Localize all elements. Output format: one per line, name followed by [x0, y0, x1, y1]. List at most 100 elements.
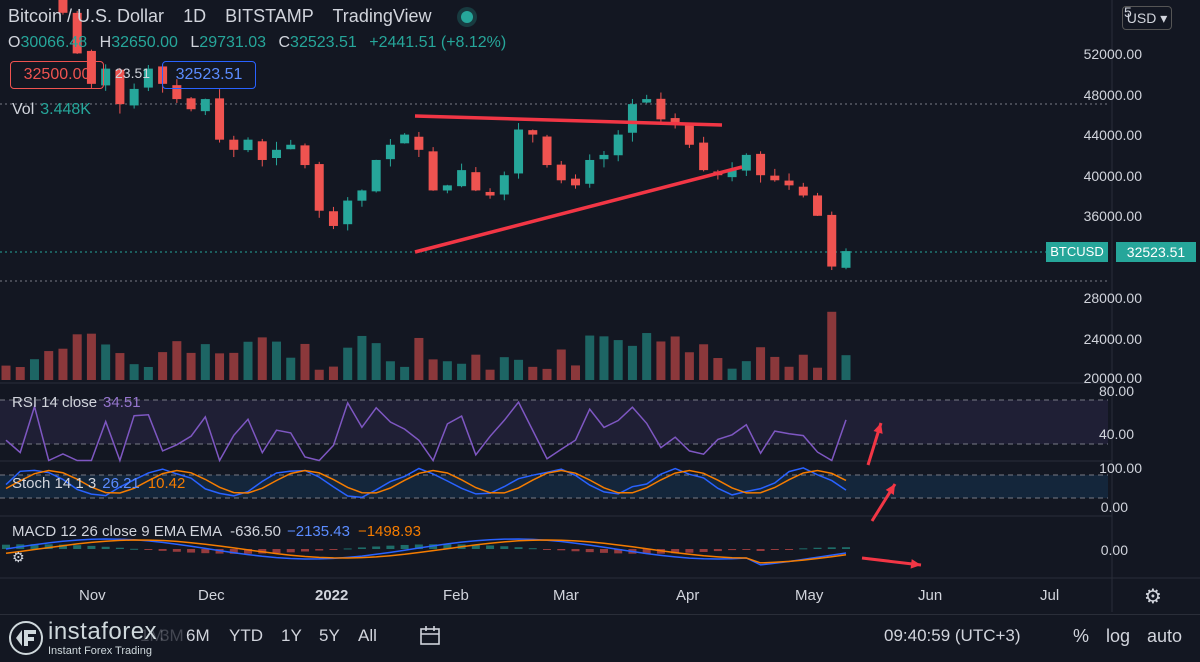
- volume-bar: [86, 333, 96, 380]
- buy-button[interactable]: 32523.51: [162, 61, 256, 89]
- time-axis-settings-icon[interactable]: ⚙: [1144, 586, 1162, 608]
- range-3m[interactable]: 3M: [160, 626, 184, 645]
- open-label: O: [8, 34, 21, 51]
- macd-histogram-bar: [115, 547, 124, 549]
- sell-button[interactable]: 32500.00: [10, 61, 104, 89]
- macd-histogram-bar: [842, 547, 850, 549]
- volume-bar: [215, 353, 225, 380]
- volume-bar: [143, 366, 153, 380]
- macd-histogram-bar: [414, 544, 423, 549]
- volume-bar: [400, 366, 410, 380]
- price-label-52000: 52000.00: [1083, 46, 1142, 62]
- volume-bar: [314, 369, 324, 380]
- candle-body: [841, 251, 851, 268]
- candle-body: [528, 130, 538, 135]
- rsi-axis-40: 40.00: [1098, 426, 1134, 442]
- macd-histogram-bar: [130, 548, 139, 550]
- macd-histogram-bar: [699, 549, 708, 552]
- instaforex-logo: instaforex Instant Forex Trading: [8, 618, 178, 660]
- date-range-icon[interactable]: [419, 625, 441, 652]
- range-all[interactable]: All: [358, 626, 377, 645]
- candle-body: [371, 159, 381, 192]
- macd-histogram-bar: [443, 544, 452, 549]
- candle-body: [186, 98, 196, 110]
- macd-histogram-bar: [101, 546, 110, 549]
- macd-histogram-bar: [44, 544, 53, 549]
- volume-bar: [72, 334, 82, 380]
- volume-bar: [243, 341, 253, 380]
- volume-bar: [813, 367, 823, 380]
- volume-bar: [514, 359, 524, 380]
- platform-label: TradingView: [332, 6, 432, 26]
- volume-bar: [499, 357, 509, 380]
- volume-bar: [414, 337, 424, 380]
- interval-label[interactable]: 1D: [183, 6, 207, 26]
- macd-histogram-bar: [742, 549, 751, 550]
- time-label-2022: 2022: [315, 587, 349, 604]
- currency-selector[interactable]: USD ▾: [1122, 6, 1172, 30]
- macd-legend[interactable]: MACD 12 26 close 9 EMA EMA -636.50 −2135.4…: [12, 523, 421, 540]
- candle-body: [357, 190, 367, 201]
- candle-body: [215, 98, 225, 140]
- candle-body: [428, 151, 438, 191]
- volume-bar: [471, 354, 481, 380]
- macd-histogram-bar: [785, 549, 794, 550]
- macd-axis-0: 0.00: [1100, 542, 1128, 558]
- candle-body: [200, 99, 210, 112]
- candle-body: [741, 154, 751, 171]
- rsi-label: RSI 14 close: [12, 394, 98, 411]
- macd-histogram-bar: [357, 547, 366, 549]
- macd-histogram-bar: [58, 544, 67, 549]
- macd-histogram-bar: [528, 548, 537, 550]
- symbol-title[interactable]: Bitcoin / U.S. Dollar: [8, 6, 165, 26]
- candle-body: [300, 145, 310, 166]
- stoch-legend[interactable]: Stoch 14 1 3 26.21 10.42: [12, 475, 185, 492]
- macd-histogram-bar: [73, 545, 82, 549]
- close-value: 32523.51: [290, 34, 357, 51]
- macd-histogram-bar: [329, 549, 338, 550]
- candle-body: [115, 69, 125, 105]
- candle-body: [784, 180, 794, 186]
- volume-bar: [129, 364, 139, 380]
- range-5y[interactable]: 5Y: [319, 626, 340, 645]
- volume-bar: [58, 348, 68, 380]
- volume-bar: [158, 352, 168, 380]
- volume-bar: [684, 352, 694, 380]
- auto-scale-toggle[interactable]: auto: [1147, 626, 1183, 646]
- macd-histogram-bar: [557, 549, 566, 551]
- log-scale-toggle[interactable]: log: [1106, 626, 1131, 646]
- macd-histogram-bar: [827, 547, 836, 549]
- percent-scale-toggle[interactable]: %: [1073, 626, 1090, 646]
- macd-histogram-bar: [685, 549, 694, 553]
- volume-bar: [272, 341, 282, 380]
- macd-label: MACD 12 26 close 9 EMA EMA: [12, 523, 223, 540]
- rsi-legend[interactable]: RSI 14 close 34.51: [12, 394, 141, 411]
- price-axis-top-partial: 5: [1124, 4, 1132, 20]
- volume-bar: [827, 311, 837, 380]
- range-1m[interactable]: 1M: [140, 626, 164, 645]
- macd-histogram-bar: [386, 545, 395, 549]
- candle-body: [485, 191, 495, 196]
- candle-body: [343, 200, 353, 225]
- clock-timezone[interactable]: 09:40:59 (UTC+3): [884, 626, 1021, 645]
- current-symbol-tag: BTCUSD: [1046, 242, 1108, 262]
- candle-body: [414, 136, 424, 150]
- candle-body: [570, 178, 580, 186]
- candle-body: [684, 123, 694, 145]
- range-6m[interactable]: 6M: [186, 626, 210, 645]
- macd-histogram-bar: [486, 545, 495, 549]
- settings-icon[interactable]: ⚙: [12, 549, 25, 565]
- candle-body: [229, 139, 239, 150]
- macd-histogram-bar: [244, 549, 253, 554]
- macd-histogram-bar: [642, 549, 651, 554]
- time-label-jul: Jul: [1040, 587, 1060, 604]
- stoch-k-value: 26.21: [102, 475, 140, 492]
- current-price-tag: 32523.51: [1116, 242, 1196, 262]
- volume-bar: [172, 341, 182, 380]
- range-ytd[interactable]: YTD: [229, 626, 263, 645]
- macd-histogram-bar: [2, 544, 10, 549]
- triangle-upper-trendline: [414, 114, 723, 127]
- candle-body: [442, 185, 452, 191]
- range-1y[interactable]: 1Y: [281, 626, 302, 645]
